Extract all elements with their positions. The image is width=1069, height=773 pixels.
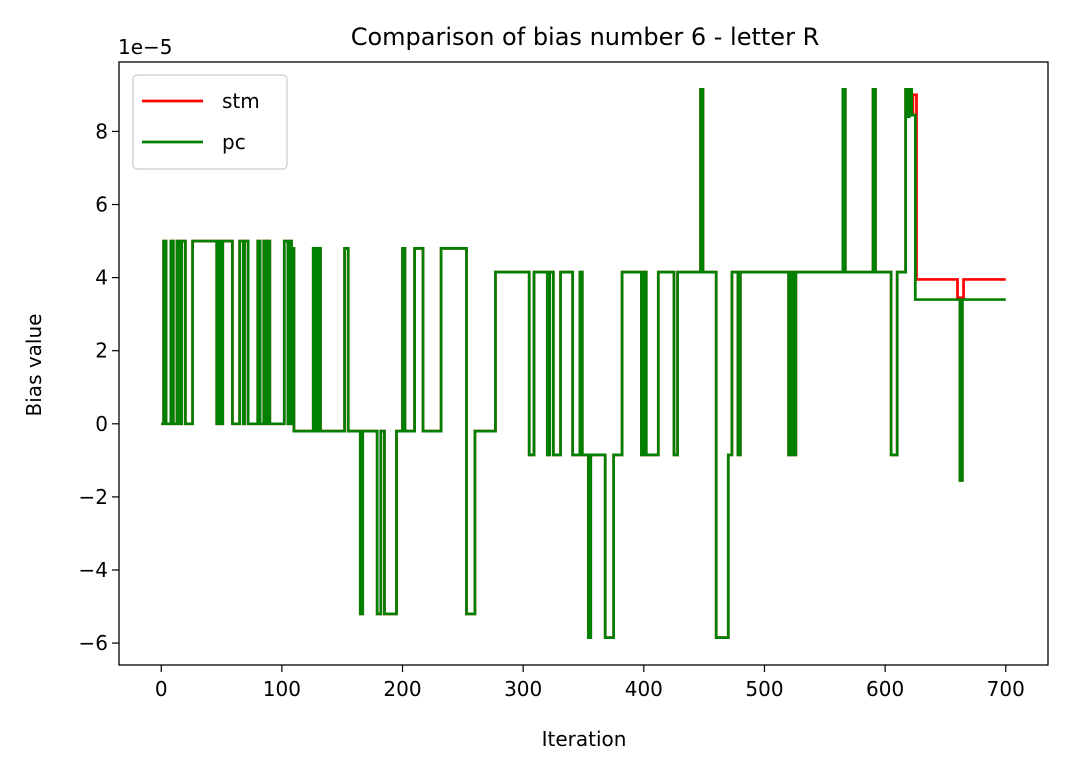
chart-title: Comparison of bias number 6 - letter R: [351, 23, 820, 51]
legend: stm pc: [132, 74, 288, 170]
series-line-pc: [161, 88, 1006, 639]
x-tick-label: 200: [383, 677, 421, 701]
x-axis-ticks: 0 100 200 300 400 500 600 700: [155, 665, 1025, 701]
legend-label-stm: stm: [222, 89, 260, 113]
x-tick-label: 600: [866, 677, 904, 701]
y-axis-ticks: −6 −4 −2 0 2 4 6 8: [79, 119, 119, 655]
y-tick-label: 4: [95, 266, 108, 290]
y-axis-label: Bias value: [22, 314, 46, 417]
y-tick-label: −2: [79, 485, 108, 509]
series-layer: [161, 88, 1006, 639]
y-tick-label: 0: [95, 412, 108, 436]
y-tick-label: −4: [79, 558, 108, 582]
x-tick-label: 0: [155, 677, 168, 701]
x-axis-label: Iteration: [542, 727, 627, 751]
legend-box: [132, 74, 288, 170]
y-tick-label: −6: [79, 631, 108, 655]
y-tick-label: 8: [95, 119, 108, 143]
y-tick-label: 2: [95, 339, 108, 363]
plot-area-frame: [118, 61, 1049, 666]
x-tick-label: 400: [625, 677, 663, 701]
legend-label-pc: pc: [222, 130, 246, 154]
x-tick-label: 300: [504, 677, 542, 701]
x-tick-label: 500: [745, 677, 783, 701]
x-tick-label: 700: [987, 677, 1025, 701]
x-tick-label: 100: [263, 677, 301, 701]
y-tick-label: 6: [95, 193, 108, 217]
y-axis-offset-text: 1e−5: [118, 35, 173, 59]
